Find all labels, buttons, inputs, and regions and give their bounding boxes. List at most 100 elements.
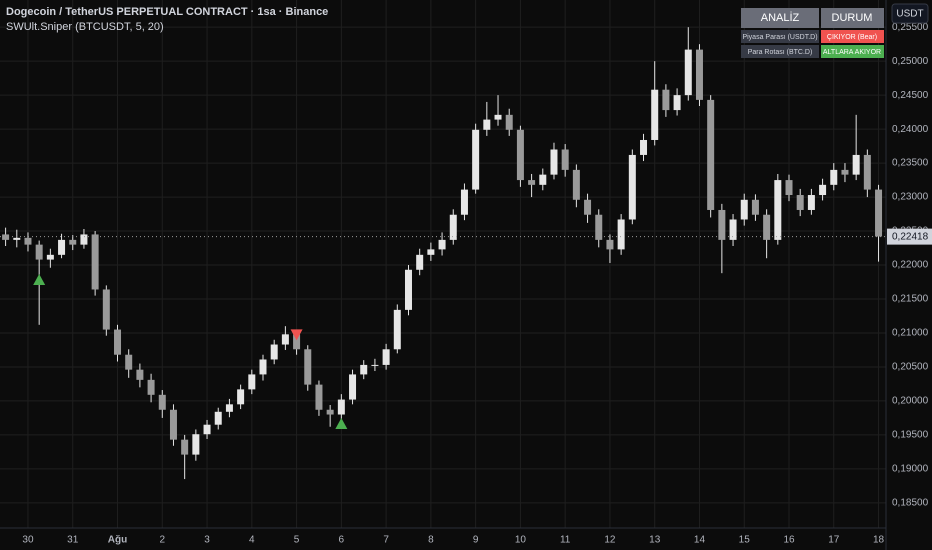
y-tick-label: 0,25500 — [892, 22, 929, 33]
plot — [0, 27, 886, 480]
x-tick-label: 9 — [473, 535, 479, 546]
button-label[interactable]: USDT — [896, 9, 923, 20]
y-tick-label: 0,18500 — [892, 497, 929, 508]
candle-body — [192, 434, 200, 455]
candle-body — [863, 154, 871, 190]
candle-body — [595, 214, 603, 240]
candle-body — [270, 344, 278, 360]
signal-marker — [335, 418, 348, 430]
y-tick-label: 0,23000 — [892, 192, 929, 203]
candle-body — [337, 399, 345, 415]
candle-body — [114, 329, 122, 355]
candle-body — [707, 99, 715, 210]
candle-body — [91, 234, 99, 290]
candle-body — [147, 379, 155, 395]
candle-body — [371, 364, 379, 366]
candle-body — [169, 409, 177, 440]
candle-body — [248, 374, 256, 390]
candle-body — [80, 234, 88, 245]
currency-button[interactable]: USDT — [891, 3, 929, 24]
candle-body — [684, 49, 692, 96]
y-tick-label: 0,25000 — [892, 56, 929, 67]
candle-body — [24, 237, 32, 245]
candle-body — [181, 439, 189, 455]
analysis-table: ANALİZ DURUM Piyasa Parası (USDT.D) ÇIKI… — [741, 8, 884, 58]
candle-body — [214, 411, 222, 425]
candle-body — [561, 149, 569, 170]
candle-body — [460, 189, 468, 215]
grid — [0, 0, 886, 528]
candle-body — [293, 334, 301, 350]
x-tick-label: 16 — [783, 535, 795, 546]
candle-body — [494, 114, 502, 120]
candle-body — [584, 199, 592, 215]
y-tick-label: 0,23500 — [892, 158, 929, 169]
y-tick-label: 0,24500 — [892, 90, 929, 101]
table-header-cell — [741, 8, 819, 28]
candle-body — [69, 239, 77, 245]
candle-body — [695, 49, 703, 100]
candle-body — [237, 389, 245, 405]
candle-body — [46, 254, 54, 260]
candle-body — [349, 374, 357, 400]
x-tick-label: 13 — [649, 535, 661, 546]
x-tick-label: 12 — [604, 535, 616, 546]
candle-body — [651, 89, 659, 140]
candle-body — [505, 114, 513, 130]
candle-body — [751, 199, 759, 215]
candle-body — [326, 409, 334, 415]
last-price-tag — [887, 228, 932, 245]
candle-body — [617, 219, 625, 250]
button-frame[interactable] — [891, 3, 929, 24]
candle-body — [875, 189, 883, 237]
candle-body — [718, 209, 726, 240]
table-cell-text: ÇIKIYOR (Bear) — [827, 34, 877, 41]
candle-body — [416, 254, 424, 270]
candle-body — [516, 129, 524, 181]
x-tick-label: 17 — [828, 535, 840, 546]
x-tick-label: 18 — [873, 535, 885, 546]
candle-body — [841, 169, 849, 175]
status-cell — [821, 45, 884, 58]
candle-body — [102, 289, 110, 330]
candle-body — [281, 334, 289, 345]
candle-body — [640, 139, 648, 155]
x-tick-label: 10 — [515, 535, 527, 546]
y-tick-label: 0,20000 — [892, 396, 929, 407]
chart-title: Dogecoin / TetherUS PERPETUAL CONTRACT ·… — [6, 6, 328, 18]
candle-body — [393, 309, 401, 350]
x-tick-label: 7 — [383, 535, 389, 546]
table-header: DURUM — [832, 12, 873, 24]
candle-body — [58, 239, 66, 255]
y-tick-label: 0,21000 — [892, 328, 929, 339]
status-cell — [821, 30, 884, 43]
candle-body — [763, 214, 771, 240]
signal-marker — [33, 273, 46, 285]
signal-marker — [290, 329, 303, 341]
candle-body — [673, 95, 681, 111]
candle-body — [774, 180, 782, 240]
y-tick-label: 0,19500 — [892, 430, 929, 441]
candle-body — [438, 239, 446, 250]
x-tick-label: 2 — [159, 535, 165, 546]
candle-body — [449, 214, 457, 240]
table-cell — [741, 45, 819, 58]
candle-body — [606, 239, 614, 250]
x-tick-label: 8 — [428, 535, 434, 546]
table-header-cell — [821, 8, 884, 28]
y-tick-label: 0,22000 — [892, 260, 929, 271]
candle-body — [807, 195, 815, 210]
candle-body — [225, 404, 233, 412]
candle-body — [259, 359, 267, 375]
table-cell-text: Para Rotası (BTC.D) — [748, 49, 813, 56]
candle-body — [572, 169, 580, 200]
table-header: ANALİZ — [761, 11, 800, 24]
y-tick-label: 0,24000 — [892, 124, 929, 135]
candle-body — [125, 354, 133, 370]
candle-body — [483, 119, 491, 130]
candle-body — [729, 219, 737, 240]
candle-body — [136, 369, 144, 380]
